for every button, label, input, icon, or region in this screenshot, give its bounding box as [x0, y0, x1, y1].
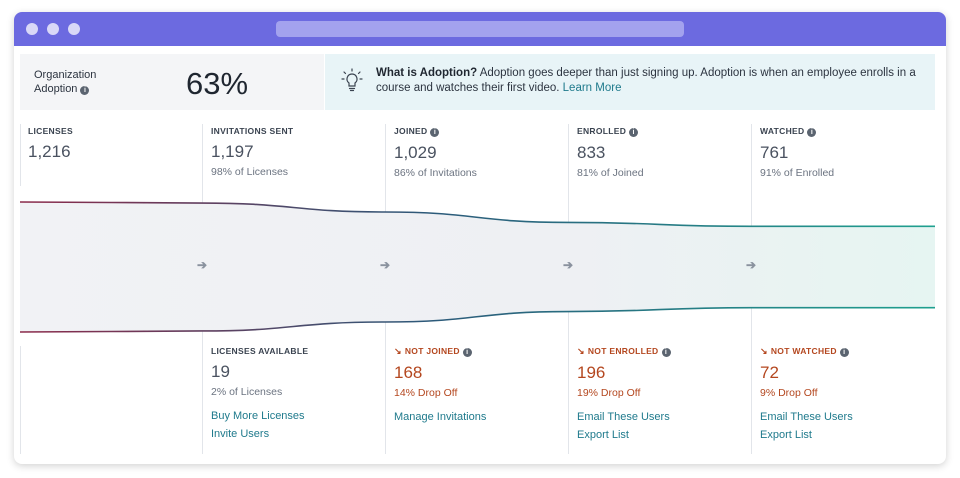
stage-heading: WATCHED i	[760, 126, 834, 137]
not-joined: ↘ NOT JOINED i 168 14% Drop Off Manage Inv…	[394, 346, 486, 429]
adoption-callout: What is Adoption? Adoption goes deeper t…	[325, 54, 935, 110]
adoption-label: Organization Adoption i	[34, 69, 97, 95]
stage-heading: ENROLLED i	[577, 126, 644, 137]
stage-licenses: LICENSES 1,216	[28, 126, 73, 162]
export-list-link[interactable]: Export List	[760, 429, 812, 441]
stage-value: 72	[760, 363, 779, 382]
learn-more-link[interactable]: Learn More	[562, 82, 622, 94]
stage-subtext: 9% Drop Off	[760, 387, 818, 399]
window-close-dot[interactable]	[26, 23, 38, 35]
arrow-right-icon: ➔	[563, 258, 574, 272]
stage-heading: ↘ NOT WATCHED i	[760, 346, 853, 357]
export-list-link[interactable]: Export List	[577, 429, 629, 441]
stage-subtext: 86% of Invitations	[394, 167, 477, 179]
callout-body: Adoption goes deeper than just signing u…	[376, 67, 916, 94]
adoption-funnel	[19, 201, 935, 333]
stage-joined: JOINED i 1,029 86% of Invitations	[394, 126, 477, 179]
stage-value: 1,197	[211, 142, 254, 161]
column-divider	[20, 346, 21, 454]
window-minimize-dot[interactable]	[47, 23, 59, 35]
stage-value: 833	[577, 143, 606, 162]
stage-heading: ↘ NOT JOINED i	[394, 346, 486, 357]
not-enrolled: ↘ NOT ENROLLED i 196 19% Drop Off Email Th…	[577, 346, 671, 447]
stage-value: 19	[211, 362, 230, 381]
stage-value: 196	[577, 363, 606, 382]
buy-more-licenses-link[interactable]: Buy More Licenses	[211, 410, 305, 422]
stage-subtext: 91% of Enrolled	[760, 167, 835, 179]
callout-text: What is Adoption? Adoption goes deeper t…	[376, 66, 921, 96]
stage-heading: LICENSES	[28, 126, 73, 136]
info-icon[interactable]: i	[839, 348, 849, 357]
arrow-right-icon: ➔	[746, 258, 757, 272]
stage-value: 1,216	[28, 142, 71, 161]
manage-invitations-link[interactable]: Manage Invitations	[394, 411, 487, 423]
browser-window: Organization Adoption i 63% What is Adopt…	[14, 12, 946, 464]
title-bar	[14, 12, 946, 46]
info-icon[interactable]: i	[462, 348, 472, 357]
stage-subtext: 19% Drop Off	[577, 387, 641, 399]
stage-subtext: 81% of Joined	[577, 167, 644, 179]
funnel-top-edge	[19, 201, 935, 228]
info-icon[interactable]: i	[430, 128, 440, 137]
arrow-down-right-icon: ↘	[577, 346, 585, 356]
licenses-available: LICENSES AVAILABLE 19 2% of Licenses Buy…	[211, 346, 308, 446]
stage-enrolled: ENROLLED i 833 81% of Joined	[577, 126, 644, 179]
stage-heading: JOINED i	[394, 126, 477, 137]
stage-value: 761	[760, 143, 789, 162]
arrow-down-right-icon: ↘	[394, 346, 402, 356]
funnel-bottom-edge	[19, 306, 935, 333]
email-these-users-link[interactable]: Email These Users	[577, 411, 670, 423]
arrow-right-icon: ➔	[197, 258, 208, 272]
adoption-percent: 63%	[186, 66, 249, 101]
lightbulb-icon	[341, 68, 363, 92]
adoption-summary: Organization Adoption i 63%	[20, 54, 324, 110]
stage-value: 1,029	[394, 143, 437, 162]
info-icon[interactable]: i	[629, 128, 639, 137]
not-watched: ↘ NOT WATCHED i 72 9% Drop Off Email These…	[760, 346, 853, 447]
stage-subtext: 14% Drop Off	[394, 387, 458, 399]
funnel-area	[20, 202, 935, 332]
column-divider	[20, 124, 21, 186]
stage-invitations-sent: INVITATIONS SENT 1,197 98% of Licenses	[211, 126, 293, 178]
arrow-down-right-icon: ↘	[760, 346, 768, 356]
info-icon[interactable]: i	[80, 86, 90, 95]
info-icon[interactable]: i	[807, 128, 817, 137]
invite-users-link[interactable]: Invite Users	[211, 428, 270, 440]
info-icon[interactable]: i	[661, 348, 671, 357]
stage-heading: INVITATIONS SENT	[211, 126, 294, 136]
arrow-right-icon: ➔	[380, 258, 391, 272]
stage-value: 168	[394, 363, 423, 382]
address-bar[interactable]	[276, 21, 684, 37]
stage-subtext: 98% of Licenses	[211, 166, 289, 178]
stage-watched: WATCHED i 761 91% of Enrolled	[760, 126, 834, 179]
callout-title: What is Adoption?	[376, 67, 478, 79]
stage-heading: ↘ NOT ENROLLED i	[577, 346, 671, 357]
email-these-users-link[interactable]: Email These Users	[760, 411, 853, 423]
stage-heading: LICENSES AVAILABLE	[211, 346, 309, 356]
window-maximize-dot[interactable]	[68, 23, 80, 35]
stage-subtext: 2% of Licenses	[211, 386, 283, 398]
